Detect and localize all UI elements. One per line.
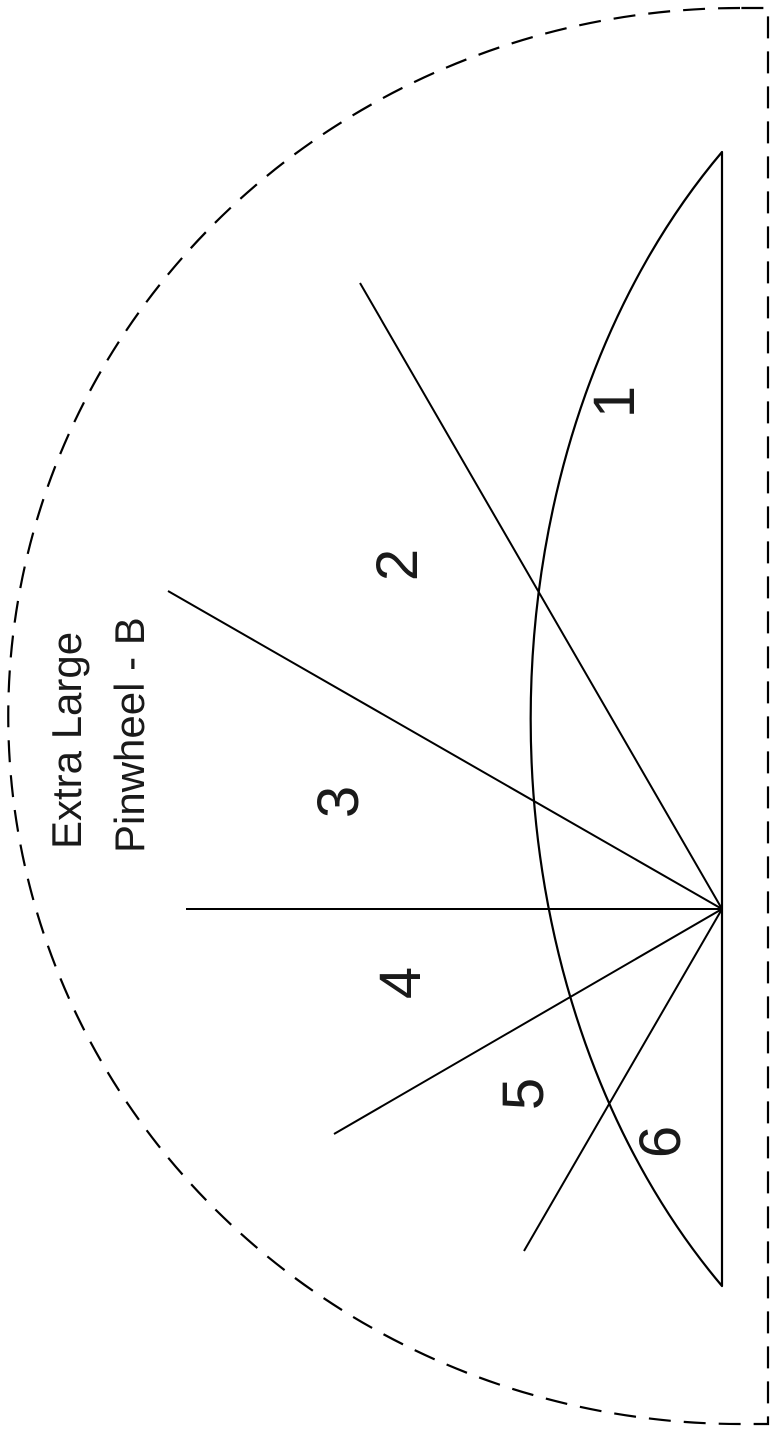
template-title-line-1: Extra Large — [43, 632, 90, 849]
piece-label-1: 1 — [582, 386, 647, 418]
piece-label-4: 4 — [368, 967, 433, 999]
piece-label-6: 6 — [628, 1126, 693, 1158]
piece-label-3: 3 — [306, 786, 371, 818]
divider-5-6 — [523, 908, 723, 1252]
divider-2-3 — [167, 590, 723, 910]
pinwheel-outline — [529, 150, 724, 1288]
template-title-line-2: Pinwheel - B — [106, 617, 153, 853]
cutting-line — [6, 6, 770, 1426]
divider-1-2 — [359, 282, 723, 910]
divider-4-5 — [333, 908, 723, 1135]
piece-label-5: 5 — [491, 1078, 556, 1110]
wedge-dividers — [167, 282, 723, 1252]
piece-label-2: 2 — [365, 549, 430, 581]
